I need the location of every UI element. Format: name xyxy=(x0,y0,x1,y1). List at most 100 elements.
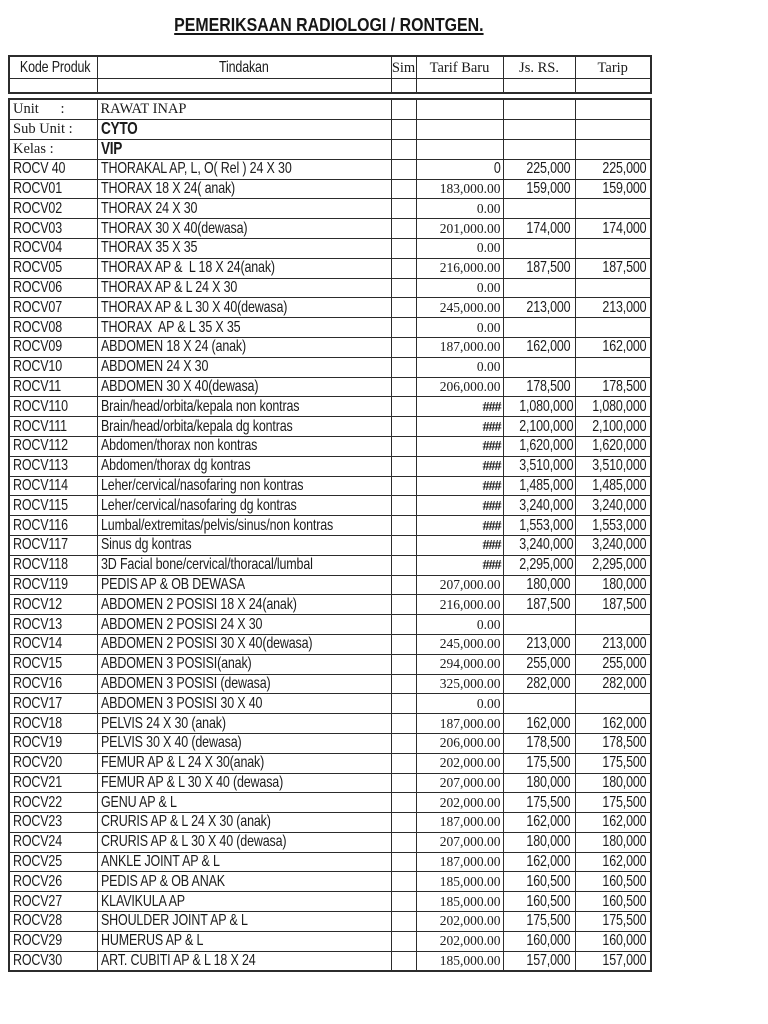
cell-kode-produk: ROCV12 xyxy=(8,594,98,616)
table-row: ROCV06 THORAX AP & L 24 X 30 0.00 xyxy=(8,277,652,299)
cell-js-rs xyxy=(502,356,576,378)
cell-tindakan: ABDOMEN 2 POSISI 30 X 40(dewasa) xyxy=(96,633,392,655)
cell-kode-produk: ROCV112 xyxy=(8,435,98,457)
cell-kode-produk: ROCV03 xyxy=(8,218,98,239)
cell-js-rs: 175,500 xyxy=(502,752,576,774)
table-row: ROCV16 ABDOMEN 3 POSISI (dewasa) 325,000… xyxy=(8,673,652,695)
cell-sim xyxy=(390,653,417,675)
cell-tarip xyxy=(574,317,652,338)
cell-js-rs: 162,000 xyxy=(502,812,576,833)
cell-tindakan: THORAKAL AP, L, O( Rel ) 24 X 30 xyxy=(96,158,392,180)
cell-tindakan: Brain/head/orbita/kepala dg kontras xyxy=(96,416,392,437)
cell-tindakan: Lumbal/extremitas/pelvis/sinus/non kontr… xyxy=(96,515,392,536)
cell-tindakan: Abdomen/thorax dg kontras xyxy=(96,455,392,477)
table-row: ROCV10 ABDOMEN 24 X 30 0.00 xyxy=(8,356,652,378)
cell-tarip: 159,000 xyxy=(574,178,652,200)
table-row: ROCV30 ART. CUBITI AP & L 18 X 24 185,00… xyxy=(8,950,652,972)
cell-sim xyxy=(390,871,417,893)
cell-tarif-baru: 185,000.00 xyxy=(415,950,504,972)
cell-tarif-baru: 216,000.00 xyxy=(415,257,504,279)
cell-tarif-baru: 207,000.00 xyxy=(415,574,504,596)
cell-sim xyxy=(390,851,417,873)
table-row: ROCV26 PEDIS AP & OB ANAK 185,000.00 160… xyxy=(8,871,652,893)
table-row: ROCV24 CRURIS AP & L 30 X 40 (dewasa) 20… xyxy=(8,831,652,853)
cell-sim xyxy=(390,614,417,635)
cell-tarif-baru: 187,000.00 xyxy=(415,812,504,833)
table-row: ROCV113 Abdomen/thorax dg kontras ### 3,… xyxy=(8,455,652,477)
table-row: ROCV118 3D Facial bone/cervical/thoracal… xyxy=(8,554,652,576)
cell-js-rs: 187,500 xyxy=(502,594,576,616)
cell-tindakan: PELVIS 24 X 30 (anak) xyxy=(96,713,392,734)
table-row: ROCV116 Lumbal/extremitas/pelvis/sinus/n… xyxy=(8,515,652,536)
cell-tarif-baru: 216,000.00 xyxy=(415,594,504,616)
col-header-kode-produk: Kode Produk xyxy=(8,55,98,79)
table-row: ROCV 40 THORAKAL AP, L, O( Rel ) 24 X 30… xyxy=(8,158,652,180)
cell-kode-produk: ROCV05 xyxy=(8,257,98,279)
info-row-kelas: Kelas : VIP xyxy=(8,138,652,160)
cell-kode-produk: ROCV01 xyxy=(8,178,98,200)
cell-tarif-baru: 187,000.00 xyxy=(415,713,504,734)
table-row: ROCV115 Leher/cervical/nasofaring dg kon… xyxy=(8,495,652,517)
table-row: ROCV119 PEDIS AP & OB DEWASA 207,000.00 … xyxy=(8,574,652,596)
info-value: VIP xyxy=(96,138,392,160)
cell-sim xyxy=(390,554,417,576)
cell-tarip xyxy=(574,693,652,715)
cell-tarip: 187,500 xyxy=(574,257,652,279)
cell-tarif-baru: ### xyxy=(415,554,504,576)
cell-tindakan: Abdomen/thorax non kontras xyxy=(96,435,392,457)
cell-tarip: 282,000 xyxy=(574,673,652,695)
cell-sim xyxy=(390,475,417,497)
info-value: RAWAT INAP xyxy=(96,98,392,120)
cell-tarip: 180,000 xyxy=(574,574,652,596)
cell-tarip: 213,000 xyxy=(574,633,652,655)
page-title: PEMERIKSAAN RADIOLOGI / RONTGEN. xyxy=(174,14,484,35)
cell-kode-produk: ROCV116 xyxy=(8,515,98,536)
cell-tarif-baru: 207,000.00 xyxy=(415,772,504,794)
cell-js-rs: 162,000 xyxy=(502,713,576,734)
cell-kode-produk: ROCV13 xyxy=(8,614,98,635)
cell-tarif-baru: 0.00 xyxy=(415,693,504,715)
cell-sim xyxy=(390,812,417,833)
cell-sim xyxy=(390,218,417,239)
cell-tarip: 180,000 xyxy=(574,831,652,853)
cell-kode-produk: ROCV30 xyxy=(8,950,98,972)
cell-js-rs: 160,500 xyxy=(502,891,576,913)
cell-tarif-baru: 185,000.00 xyxy=(415,891,504,913)
cell-kode-produk: ROCV02 xyxy=(8,198,98,220)
cell-js-rs: 175,500 xyxy=(502,792,576,814)
cell-tarif-baru: 202,000.00 xyxy=(415,752,504,774)
cell-tarip: 1,485,000 xyxy=(574,475,652,497)
cell-tarif-baru: 0.00 xyxy=(415,277,504,299)
cell-sim xyxy=(390,178,417,200)
cell-kode-produk: ROCV20 xyxy=(8,752,98,774)
cell-sim xyxy=(390,297,417,319)
col-header-tindakan: Tindakan xyxy=(96,55,392,79)
cell-kode-produk: ROCV110 xyxy=(8,396,98,418)
cell-js-rs: 213,000 xyxy=(502,297,576,319)
cell-tarip: 160,500 xyxy=(574,891,652,913)
cell-js-rs: 175,500 xyxy=(502,911,576,932)
cell-tindakan: CRURIS AP & L 30 X 40 (dewasa) xyxy=(96,831,392,853)
table-row: ROCV110 Brain/head/orbita/kepala non kon… xyxy=(8,396,652,418)
cell-tarip xyxy=(574,198,652,220)
cell-tarif-baru: 206,000.00 xyxy=(415,732,504,754)
cell-kode-produk: ROCV117 xyxy=(8,534,98,556)
cell-kode-produk: ROCV21 xyxy=(8,772,98,794)
cell-js-rs: 1,080,000 xyxy=(502,396,576,418)
cell-sim xyxy=(390,891,417,913)
cell-sim xyxy=(390,435,417,457)
cell-kode-produk: ROCV28 xyxy=(8,911,98,932)
cell-js-rs: 180,000 xyxy=(502,831,576,853)
table-row: ROCV04 THORAX 35 X 35 0.00 xyxy=(8,237,652,259)
cell-sim xyxy=(390,911,417,932)
cell-kode-produk: ROCV26 xyxy=(8,871,98,893)
cell-tindakan: ABDOMEN 3 POSISI 30 X 40 xyxy=(96,693,392,715)
cell-tarip: 213,000 xyxy=(574,297,652,319)
cell-tarif-baru: 202,000.00 xyxy=(415,930,504,952)
cell-tindakan: PELVIS 30 X 40 (dewasa) xyxy=(96,732,392,754)
cell-sim xyxy=(390,752,417,774)
cell-js-rs: 178,500 xyxy=(502,376,576,398)
table-row: ROCV18 PELVIS 24 X 30 (anak) 187,000.00 … xyxy=(8,713,652,734)
cell-tarip: 162,000 xyxy=(574,851,652,873)
cell-js-rs: 159,000 xyxy=(502,178,576,200)
